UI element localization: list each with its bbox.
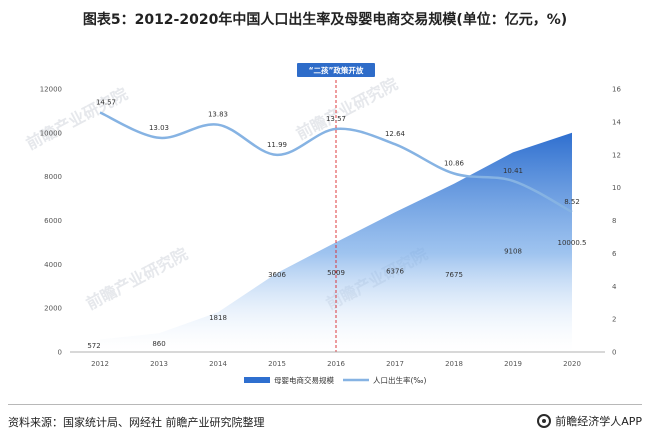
- area-value-label: 572: [87, 342, 100, 350]
- line-value-label: 11.99: [267, 141, 287, 149]
- x-tick-label: 2019: [504, 360, 522, 368]
- watermark: 前瞻产业研究院: [83, 244, 191, 313]
- source-note: 资料来源：国家统计局、网经社 前瞻产业研究院整理: [8, 416, 265, 429]
- x-tick-label: 2014: [209, 360, 227, 368]
- right-tick-label: 14: [612, 118, 621, 126]
- x-tick-label: 2016: [327, 360, 345, 368]
- right-tick-label: 6: [612, 250, 617, 258]
- brand-logo-icon: [537, 414, 552, 428]
- right-tick-label: 2: [612, 316, 616, 324]
- left-tick-label: 0: [58, 349, 62, 357]
- right-tick-label: 0: [612, 349, 616, 357]
- line-value-label: 12.64: [385, 130, 406, 138]
- chart: 前瞻产业研究院 前瞻产业研究院 前瞻产业研究院 前瞻产业研究院 “二孩”政策开放…: [23, 63, 621, 385]
- x-tick-label: 2013: [150, 360, 168, 368]
- line-value-label: 8.52: [564, 198, 580, 206]
- line-value-label: 10.41: [503, 167, 523, 175]
- x-axis: 2012 2013 2014 2015 2016 2017 2018 2019 2020: [91, 360, 581, 368]
- right-tick-label: 16: [612, 86, 621, 94]
- line-value-labels: 14.57 13.03 13.83 11.99 13.57 12.64 10.86 10.41…: [96, 99, 580, 206]
- area-value-label: 7675: [445, 271, 463, 279]
- area-value-label: 5009: [327, 269, 345, 277]
- legend-area-swatch: [244, 377, 270, 383]
- left-tick-label: 8000: [44, 173, 62, 181]
- area-value-label: 3606: [268, 271, 286, 279]
- left-tick-label: 6000: [44, 217, 62, 225]
- legend-line-label: 人口出生率(‰): [373, 375, 426, 385]
- right-axis: 0 2 4 6 8 10 12 14 16: [612, 86, 621, 357]
- x-tick-label: 2017: [386, 360, 404, 368]
- x-tick-label: 2020: [563, 360, 581, 368]
- line-value-label: 13.03: [149, 124, 169, 132]
- area-value-label: 860: [152, 340, 165, 348]
- x-tick-label: 2015: [268, 360, 286, 368]
- area-value-label: 9108: [504, 247, 522, 255]
- x-tick-label: 2012: [91, 360, 109, 368]
- area-value-labels: 572 860 1818 3606 5009 6376 7675 9108 10000.5: [87, 239, 586, 350]
- left-axis: 0 2000 4000 6000 8000 10000 12000: [40, 86, 62, 357]
- area-value-label: 10000.5: [558, 239, 587, 247]
- legend-area-label: 母婴电商交易规模: [274, 375, 334, 385]
- right-tick-label: 4: [612, 283, 617, 291]
- line-value-label: 13.83: [208, 111, 228, 119]
- left-tick-label: 2000: [44, 305, 62, 313]
- legend: 母婴电商交易规模 人口出生率(‰): [244, 375, 426, 385]
- footer-divider: [8, 404, 642, 405]
- line-value-label: 10.86: [444, 159, 465, 167]
- brand: 前瞻经济学人APP: [537, 413, 642, 429]
- page-title: 图表5：2012-2020年中国人口出生率及母婴电商交易规模(单位：亿元，%): [82, 12, 568, 28]
- area-value-label: 1818: [209, 314, 227, 322]
- policy-label-box: [297, 63, 375, 77]
- left-tick-label: 10000: [40, 129, 62, 137]
- left-tick-label: 12000: [40, 86, 62, 94]
- policy-label: “二孩”政策开放: [309, 65, 364, 75]
- right-tick-label: 10: [612, 184, 621, 192]
- left-tick-label: 4000: [44, 261, 62, 269]
- area-value-label: 6376: [386, 267, 404, 275]
- right-tick-label: 12: [612, 151, 621, 159]
- x-tick-label: 2018: [445, 360, 463, 368]
- line-value-label: 13.57: [326, 115, 346, 123]
- line-series-birth-rate: [99, 111, 573, 214]
- line-value-label: 14.57: [96, 99, 116, 107]
- brand-name: 前瞻经济学人APP: [555, 415, 642, 428]
- right-tick-label: 8: [612, 217, 616, 225]
